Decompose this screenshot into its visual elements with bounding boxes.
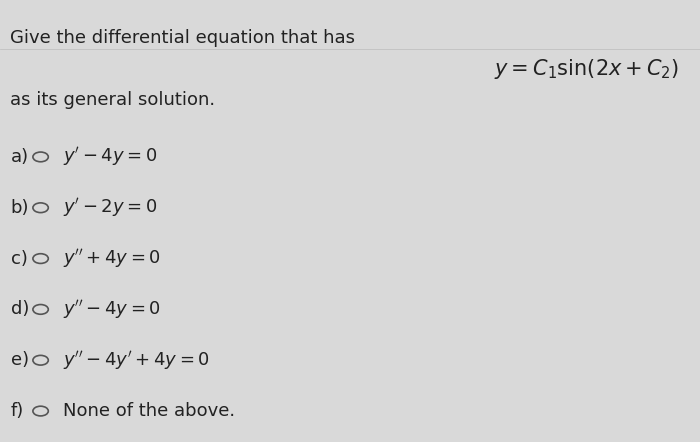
Text: $y = C_1 \sin(2x + C_2)$: $y = C_1 \sin(2x + C_2)$	[494, 57, 679, 81]
Text: f): f)	[10, 402, 24, 420]
Text: as its general solution.: as its general solution.	[10, 91, 216, 109]
Text: b): b)	[10, 199, 29, 217]
Text: None of the above.: None of the above.	[63, 402, 235, 420]
Text: c): c)	[10, 250, 27, 267]
Text: $y' - 2y = 0$: $y' - 2y = 0$	[63, 196, 158, 219]
Text: Give the differential equation that has: Give the differential equation that has	[10, 29, 356, 47]
Text: $y'' - 4y = 0$: $y'' - 4y = 0$	[63, 298, 161, 321]
Text: $y'' + 4y = 0$: $y'' + 4y = 0$	[63, 247, 161, 270]
Text: d): d)	[10, 301, 29, 318]
Text: e): e)	[10, 351, 29, 369]
Text: a): a)	[10, 148, 29, 166]
Text: $y'' - 4y' + 4y = 0$: $y'' - 4y' + 4y = 0$	[63, 349, 210, 372]
Text: $y' - 4y = 0$: $y' - 4y = 0$	[63, 145, 158, 168]
